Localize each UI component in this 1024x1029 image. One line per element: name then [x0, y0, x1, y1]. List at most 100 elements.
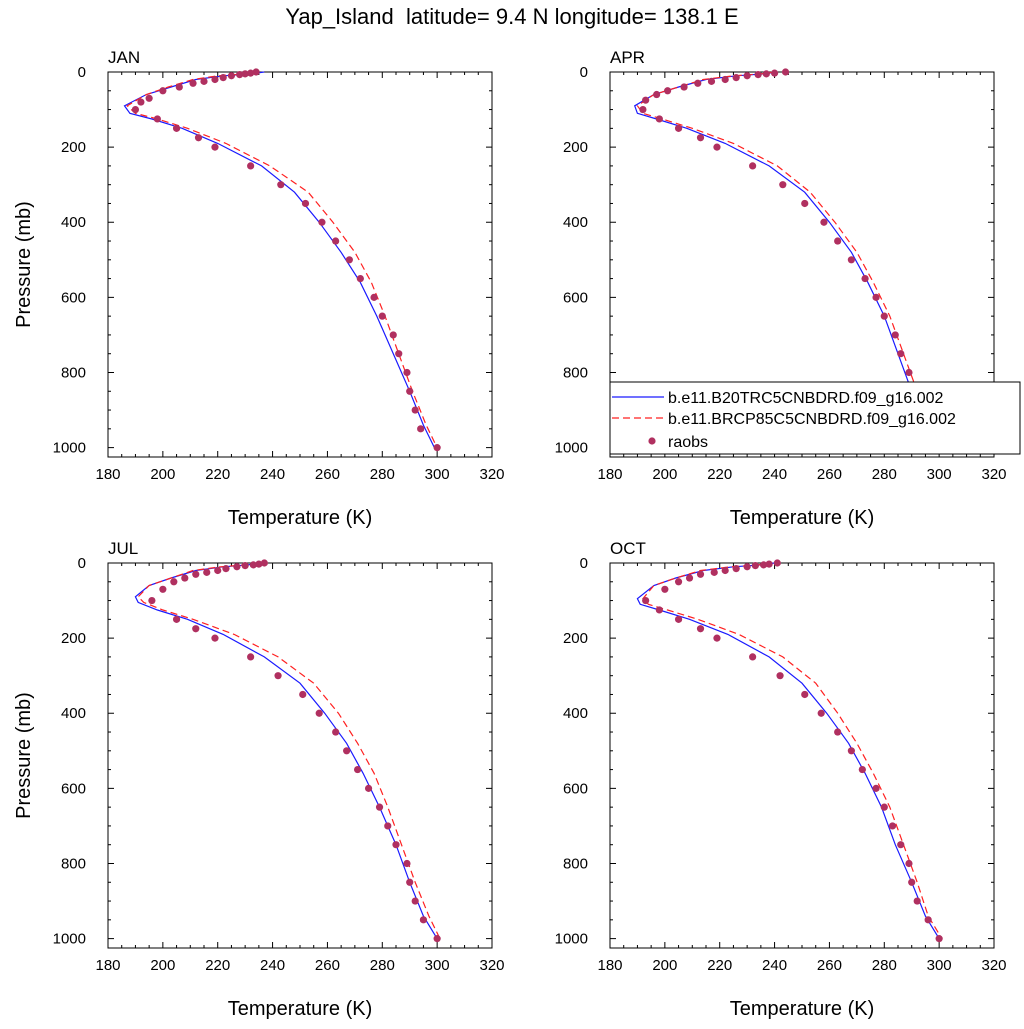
raobs-point	[655, 115, 663, 123]
x-tick-label: 260	[817, 466, 842, 483]
raobs-point	[664, 87, 672, 95]
x-tick-label: 200	[150, 957, 175, 974]
y-tick-label: 200	[61, 139, 86, 156]
x-axis-label: Temperature (K)	[730, 998, 875, 1020]
raobs-point	[411, 406, 419, 414]
x-tick-label: 200	[652, 957, 677, 974]
y-tick-label: 800	[563, 855, 588, 872]
x-tick-label: 240	[762, 957, 787, 974]
y-tick-label: 1000	[53, 931, 86, 948]
raobs-point	[137, 98, 145, 106]
legend: b.e11.B20TRC5CNBDRD.f09_g16.002 b.e11.BRC…	[609, 381, 1021, 455]
raobs-point	[419, 916, 428, 924]
raobs-point	[713, 634, 721, 642]
raobs-point	[872, 784, 880, 792]
raobs-point	[403, 859, 411, 868]
raobs-point	[148, 596, 156, 605]
raobs-point	[411, 897, 419, 905]
raobs-point	[696, 570, 705, 578]
raobs-point	[170, 578, 178, 586]
figure-title: Yap_Island latitude= 9.4 N longitude= 13…	[285, 4, 739, 29]
raobs-point	[801, 199, 809, 208]
legend-dot	[648, 437, 656, 445]
series-line-b20trc	[123, 71, 435, 448]
raobs-point	[417, 425, 425, 433]
x-tick-label: 280	[872, 466, 897, 483]
x-tick-label: 280	[370, 957, 395, 974]
raobs-point	[713, 143, 721, 151]
x-axis-label: Temperature (K)	[228, 507, 373, 529]
y-tick-label: 200	[61, 630, 86, 647]
raobs-point	[277, 181, 285, 189]
y-tick-label: 800	[61, 855, 86, 872]
raobs-point	[249, 561, 257, 569]
panel-label: OCT	[610, 539, 646, 558]
x-tick-label: 280	[872, 957, 897, 974]
x-tick-label: 220	[205, 466, 230, 483]
raobs-point	[318, 218, 326, 226]
raobs-point	[694, 79, 702, 87]
raobs-point	[260, 559, 268, 567]
panel-oct: 180 200 220 240 260 280 300 320 0 200 400 600 800 100…	[555, 539, 1007, 1020]
raobs-point	[211, 634, 219, 642]
raobs-point	[247, 69, 255, 77]
raobs-point	[433, 444, 441, 452]
raobs-point	[214, 566, 222, 575]
raobs-point	[406, 878, 414, 886]
x-tick-label: 180	[95, 466, 120, 483]
x-tick-label: 180	[597, 957, 622, 974]
series-line-brcp85	[126, 71, 438, 448]
series-line-b20trc	[134, 562, 438, 939]
raobs-point	[172, 615, 181, 623]
raobs-point	[773, 559, 781, 567]
raobs-point	[332, 728, 340, 736]
x-tick-label: 320	[981, 466, 1006, 483]
raobs-point	[905, 859, 913, 868]
x-tick-label: 320	[479, 466, 504, 483]
panel-label: APR	[610, 48, 645, 67]
x-tick-label: 260	[817, 957, 842, 974]
raobs-point	[776, 672, 784, 680]
x-tick-label: 320	[479, 957, 504, 974]
y-tick-label: 0	[580, 555, 588, 572]
x-tick-label: 240	[762, 466, 787, 483]
raobs-point	[236, 71, 244, 79]
plot-frame	[107, 562, 493, 949]
raobs-point	[642, 96, 650, 104]
raobs-point	[696, 134, 705, 142]
raobs-point	[674, 615, 683, 623]
raobs-point	[710, 568, 718, 576]
raobs-point	[765, 560, 773, 568]
panel-jul: 180 200 220 240 260 280 300 320 0 200 400 600 800 100…	[13, 539, 505, 1020]
x-tick-label: 220	[707, 466, 732, 483]
y-tick-label: 200	[563, 139, 588, 156]
raobs-point	[760, 561, 768, 569]
raobs-point	[395, 350, 403, 358]
raobs-point	[749, 162, 757, 170]
y-tick-label: 400	[563, 214, 588, 231]
raobs-point	[274, 672, 282, 680]
raobs-point	[181, 574, 189, 582]
raobs-point	[219, 74, 227, 82]
raobs-point	[834, 237, 842, 245]
raobs-point	[751, 562, 759, 570]
raobs-point	[189, 79, 197, 87]
x-tick-label: 300	[927, 957, 952, 974]
raobs-point	[880, 803, 888, 811]
x-tick-label: 220	[205, 957, 230, 974]
raobs-point	[192, 625, 200, 633]
raobs-point	[247, 162, 255, 170]
series-line-brcp85	[137, 562, 441, 939]
raobs-point	[378, 312, 386, 320]
raobs-point	[674, 124, 683, 132]
raobs-point	[299, 690, 307, 699]
x-tick-label: 240	[260, 957, 285, 974]
legend-label: b.e11.BRCP85C5CNBDRD.f09_g16.002	[668, 411, 956, 428]
y-tick-label: 0	[580, 64, 588, 81]
raobs-point	[175, 83, 183, 91]
raobs-point	[315, 709, 323, 717]
raobs-point	[721, 566, 729, 575]
raobs-point	[847, 256, 855, 264]
raobs-point	[801, 690, 809, 699]
